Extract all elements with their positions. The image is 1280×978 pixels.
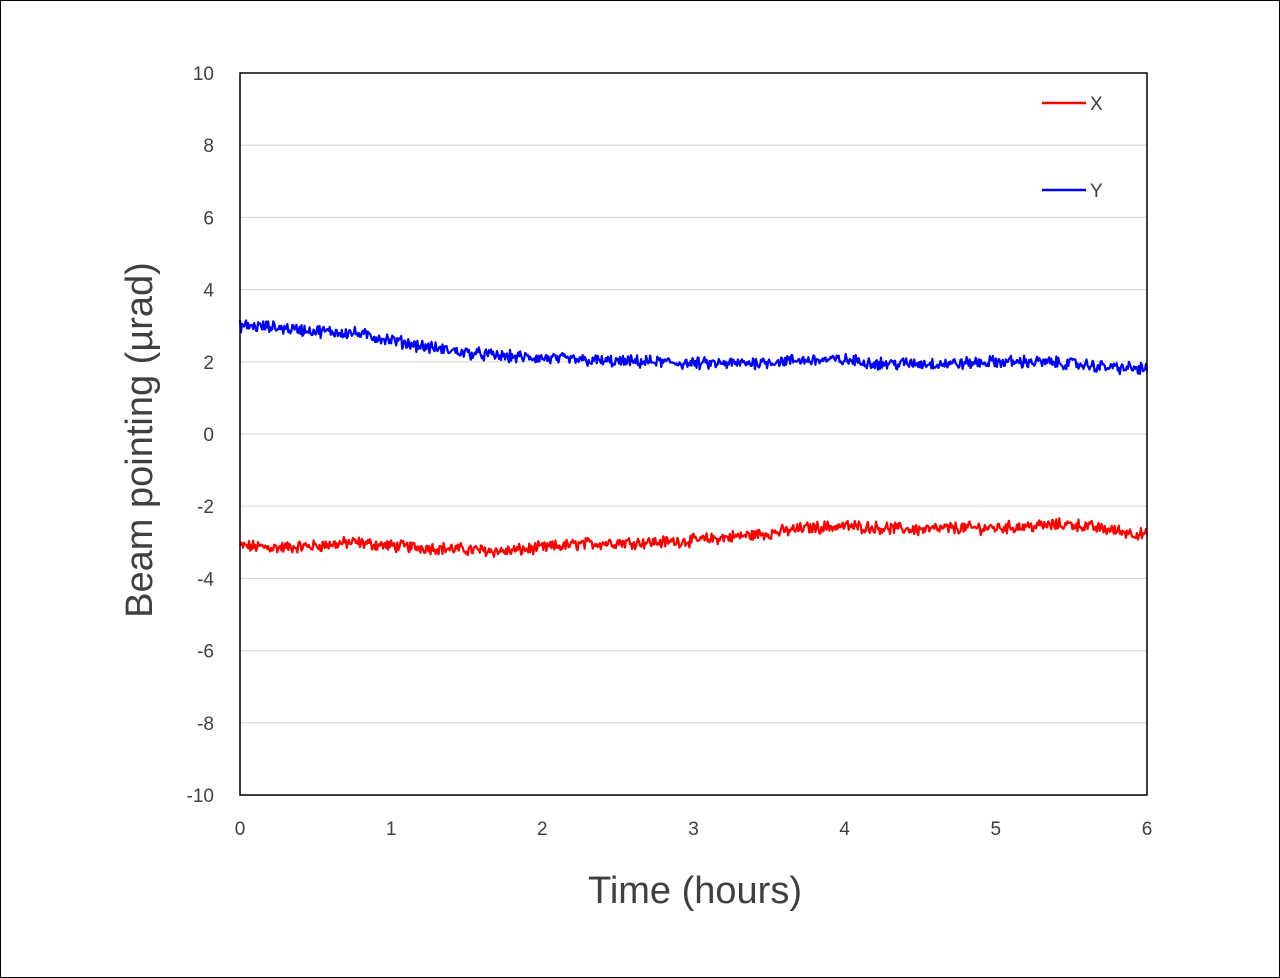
y-tick-label: 10 — [193, 64, 214, 85]
series-line-x — [238, 517, 1149, 558]
gridlines — [240, 144, 1147, 724]
x-tick-label: 2 — [537, 819, 548, 840]
x-tick-label: 4 — [839, 819, 850, 840]
y-tick-label: -10 — [187, 786, 214, 807]
y-axis-title: Beam pointing (µrad) — [119, 262, 161, 618]
plot-area-border — [239, 72, 1148, 796]
legend: XY — [1042, 94, 1103, 202]
x-tick-labels: 0 1 2 3 4 5 6 — [235, 819, 1153, 840]
y-tick-label: -2 — [197, 497, 214, 518]
x-tick-label: 1 — [386, 819, 397, 840]
legend-label: X — [1090, 94, 1103, 115]
y-tick-labels: 10 8 6 4 2 0 -2 -4 -6 -8 -10 — [187, 64, 215, 807]
y-tick-label: 8 — [203, 136, 214, 157]
y-tick-label: 0 — [203, 425, 214, 446]
x-tick-label: 6 — [1142, 819, 1153, 840]
x-axis-title: Time (hours) — [588, 870, 802, 912]
series-line-y — [238, 319, 1149, 376]
y-tick-label: 6 — [203, 208, 214, 229]
y-tick-label: -4 — [197, 569, 214, 590]
x-tick-label: 0 — [235, 819, 246, 840]
x-tick-label: 5 — [991, 819, 1002, 840]
x-tick-label: 3 — [688, 819, 699, 840]
y-tick-label: -6 — [197, 642, 214, 663]
series-lines — [238, 319, 1149, 558]
y-tick-label: 2 — [203, 353, 214, 374]
y-tick-label: -8 — [197, 714, 214, 735]
legend-label: Y — [1090, 181, 1103, 202]
y-tick-label: 4 — [203, 281, 214, 302]
